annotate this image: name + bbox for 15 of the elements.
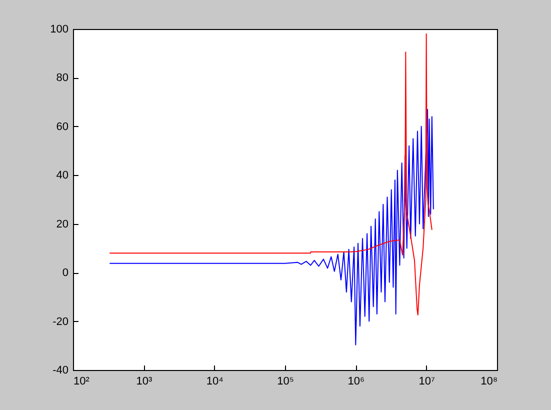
y-tick-label: 60 <box>56 120 68 133</box>
y-tick-label: 0 <box>62 267 68 280</box>
y-tick-label: -20 <box>52 316 68 328</box>
y-tick-label: 40 <box>56 170 68 182</box>
y-tick-label: 100 <box>50 24 68 36</box>
x-tick-label: 10⁵ <box>277 376 294 388</box>
x-tick-label: 10⁸ <box>480 376 498 388</box>
x-tick-label: 10³ <box>136 376 152 388</box>
y-tick-label: 80 <box>56 72 68 84</box>
x-tick-label: 10⁶ <box>348 376 365 388</box>
x-tick-label: 10⁴ <box>206 376 224 388</box>
y-tick-label: -40 <box>52 364 68 376</box>
x-tick-label: 10⁷ <box>418 376 435 388</box>
y-tick-label: 20 <box>56 218 68 230</box>
x-tick-label: 10² <box>74 376 90 388</box>
